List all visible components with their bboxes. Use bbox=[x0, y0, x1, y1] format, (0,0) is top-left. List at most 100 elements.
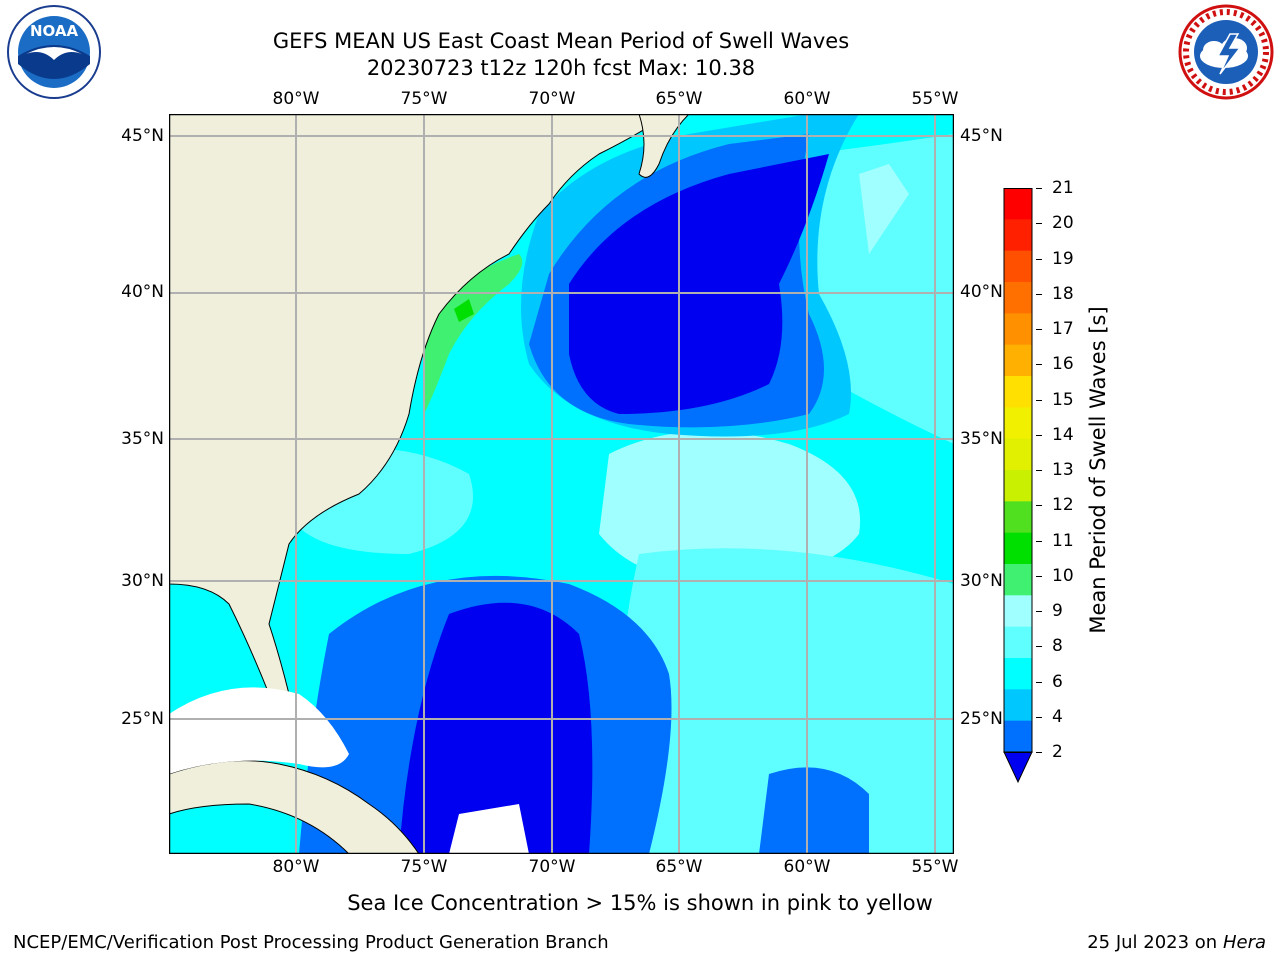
colorbar-tick-mark bbox=[1036, 716, 1042, 718]
colorbar-tick-label: 13 bbox=[1052, 460, 1074, 480]
lat-label-left: 40°N bbox=[121, 282, 164, 302]
colorbar-tick-mark bbox=[1036, 505, 1042, 507]
colorbar-tick-mark bbox=[1036, 399, 1042, 401]
colorbar-segment bbox=[1004, 626, 1032, 659]
colorbar-segment bbox=[1004, 250, 1032, 283]
colorbar-tick-mark bbox=[1036, 575, 1042, 577]
chart-title: GEFS MEAN US East Coast Mean Period of S… bbox=[272, 29, 850, 53]
lon-label-bottom: 70°W bbox=[528, 857, 576, 877]
colorbar-segment bbox=[1004, 344, 1032, 377]
lat-label-left: 30°N bbox=[121, 571, 164, 591]
colorbar-segment bbox=[1004, 313, 1032, 346]
swell-period-map bbox=[168, 113, 955, 855]
zone-below-2s-south bbox=[399, 602, 593, 854]
lon-label-bottom: 80°W bbox=[272, 857, 320, 877]
colorbar-label: Mean Period of Swell Waves [s] bbox=[1086, 306, 1110, 634]
sea-ice-note: Sea Ice Concentration > 15% is shown in … bbox=[0, 891, 1280, 915]
nws-logo bbox=[1178, 4, 1274, 100]
colorbar-tick-label: 17 bbox=[1052, 319, 1074, 339]
colorbar-tick-label: 18 bbox=[1052, 283, 1074, 304]
colorbar-tick-mark bbox=[1036, 329, 1042, 330]
lat-label-right: 25°N bbox=[960, 709, 1003, 729]
colorbar-tick-mark bbox=[1036, 681, 1042, 683]
lat-label-left: 35°N bbox=[121, 429, 164, 449]
lat-label-right: 35°N bbox=[960, 429, 1003, 449]
missing-data-gulf bbox=[169, 687, 349, 774]
colorbar-tick-label: 12 bbox=[1052, 495, 1074, 516]
colorbar-segment bbox=[1004, 219, 1032, 252]
colorbar-segment bbox=[1004, 564, 1032, 596]
colorbar-segment bbox=[1004, 595, 1032, 628]
sea-ice-note-text: Sea Ice Concentration > 15% is shown in … bbox=[347, 891, 933, 915]
colorbar-tick-mark bbox=[1036, 752, 1042, 753]
colorbar-tick-label: 9 bbox=[1052, 601, 1063, 621]
chart-subtitle: 20230723 t12z 120h fcst Max: 10.38 bbox=[366, 56, 756, 80]
colorbar-tick-label: 4 bbox=[1052, 706, 1063, 727]
colorbar-tick-label: 19 bbox=[1052, 248, 1074, 269]
colorbar-segment bbox=[1004, 407, 1032, 440]
noaa-logo-text: NOAA bbox=[29, 22, 79, 40]
colorbar-segment bbox=[1004, 376, 1032, 408]
land-nova-scotia bbox=[638, 113, 691, 178]
colorbar-tick-label: 10 bbox=[1052, 565, 1074, 586]
colorbar-tick-label: 20 bbox=[1052, 213, 1074, 234]
colorbar-segment bbox=[1004, 532, 1032, 565]
land-us-east bbox=[168, 113, 671, 695]
land-cuba bbox=[168, 760, 420, 855]
colorbar-tick-label: 11 bbox=[1052, 530, 1074, 551]
lon-label-top: 65°W bbox=[655, 89, 703, 109]
colorbar-tick-mark bbox=[1036, 611, 1042, 612]
colorbar-tick-mark bbox=[1036, 364, 1042, 366]
colorbar-tick-mark bbox=[1036, 470, 1042, 471]
lon-label-bottom: 75°W bbox=[400, 857, 448, 877]
colorbar-segment bbox=[1004, 658, 1032, 690]
colorbar-extend-triangle bbox=[1003, 751, 1033, 784]
lon-label-top: 80°W bbox=[272, 89, 320, 109]
zone-8-9s bbox=[599, 431, 861, 584]
map-frame bbox=[168, 113, 955, 855]
colorbar-tick-mark bbox=[1036, 434, 1042, 436]
zone-2-4s-se bbox=[759, 767, 869, 854]
lon-label-bottom: 60°W bbox=[783, 857, 831, 877]
colorbar-tick-label: 6 bbox=[1052, 671, 1063, 692]
lon-label-top: 60°W bbox=[783, 89, 831, 109]
map-panel bbox=[168, 113, 955, 855]
zone-below-2s-north bbox=[569, 154, 829, 414]
zone-8-9s-ne bbox=[859, 164, 909, 254]
colorbar-segment bbox=[1004, 188, 1032, 220]
lon-label-top: 70°W bbox=[528, 89, 576, 109]
graticule bbox=[169, 114, 954, 854]
colorbar-tick-mark bbox=[1036, 223, 1042, 225]
colorbar-tick-label: 8 bbox=[1052, 636, 1063, 657]
lon-label-top: 75°W bbox=[400, 89, 448, 109]
lat-label-left: 25°N bbox=[121, 709, 164, 729]
colorbar-tick-label: 14 bbox=[1052, 424, 1074, 445]
colorbar-frame bbox=[1003, 188, 1033, 753]
lon-label-bottom: 55°W bbox=[911, 857, 959, 877]
zone-10-11s-coastal bbox=[454, 299, 474, 322]
colorbar-tick-label: 15 bbox=[1052, 389, 1074, 410]
lon-label-top: 55°W bbox=[911, 89, 959, 109]
footer-date-text: 25 Jul 2023 on bbox=[1087, 932, 1223, 953]
colorbar-segment bbox=[1004, 720, 1032, 753]
colorbar-tick-label: 2 bbox=[1052, 742, 1063, 762]
colorbar-tick-label: 21 bbox=[1052, 178, 1074, 198]
colorbar-tick-mark bbox=[1036, 293, 1042, 295]
lat-label-right: 45°N bbox=[960, 126, 1003, 146]
colorbar-graphic bbox=[1003, 188, 1033, 784]
lat-label-right: 30°N bbox=[960, 571, 1003, 591]
lat-label-right: 40°N bbox=[960, 282, 1003, 302]
noaa-logo: NOAA bbox=[6, 4, 102, 100]
missing-data-bahamas bbox=[449, 804, 529, 854]
footer-host: Hera bbox=[1222, 932, 1266, 953]
lon-label-bottom: 65°W bbox=[655, 857, 703, 877]
colorbar bbox=[1000, 188, 1036, 784]
colorbar-segment bbox=[1004, 470, 1032, 502]
zone-6-8s-south bbox=[619, 548, 954, 854]
colorbar-segment bbox=[1004, 501, 1032, 534]
colorbar-tick-label: 16 bbox=[1052, 354, 1074, 375]
footer-date: 25 Jul 2023 on Hera bbox=[1087, 932, 1266, 953]
colorbar-segment bbox=[1004, 438, 1032, 471]
colorbar-tick-mark bbox=[1036, 258, 1042, 260]
lat-label-left: 45°N bbox=[121, 126, 164, 146]
